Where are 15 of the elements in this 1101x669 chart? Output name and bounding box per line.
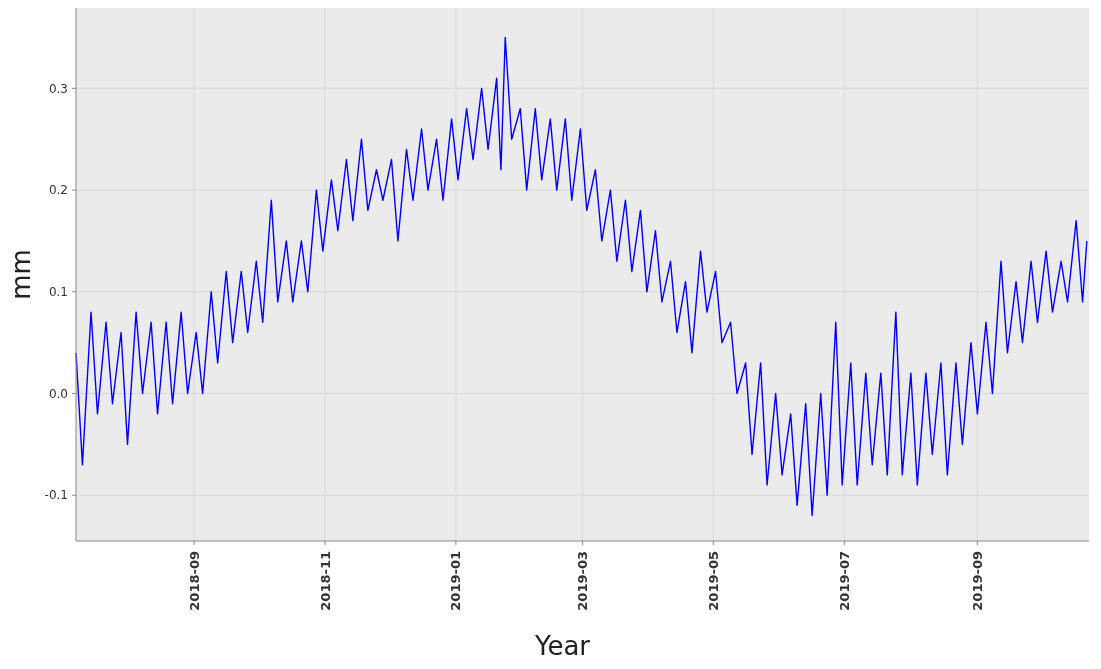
x-tick-label: 2019-09 (969, 551, 985, 611)
line-series (75, 36, 1088, 517)
x-axis-title: Year (533, 631, 591, 661)
x-tick-label: 2019-07 (836, 551, 852, 611)
x-tick-label: 2018-09 (186, 551, 202, 611)
y-tick-label: 0.1 (48, 284, 68, 299)
y-tick-label: 0.0 (48, 386, 68, 401)
y-axis-title: mm (6, 249, 36, 300)
y-tick-label: 0.3 (48, 81, 68, 96)
y-tick-label: 0.2 (48, 183, 68, 198)
y-tick-label: -0.1 (44, 488, 68, 503)
x-tick-label: 2019-03 (575, 551, 591, 611)
x-tick-label: 2018-11 (317, 551, 333, 611)
x-tick-label: 2019-01 (448, 551, 464, 611)
x-tick-label: 2019-05 (705, 551, 721, 611)
